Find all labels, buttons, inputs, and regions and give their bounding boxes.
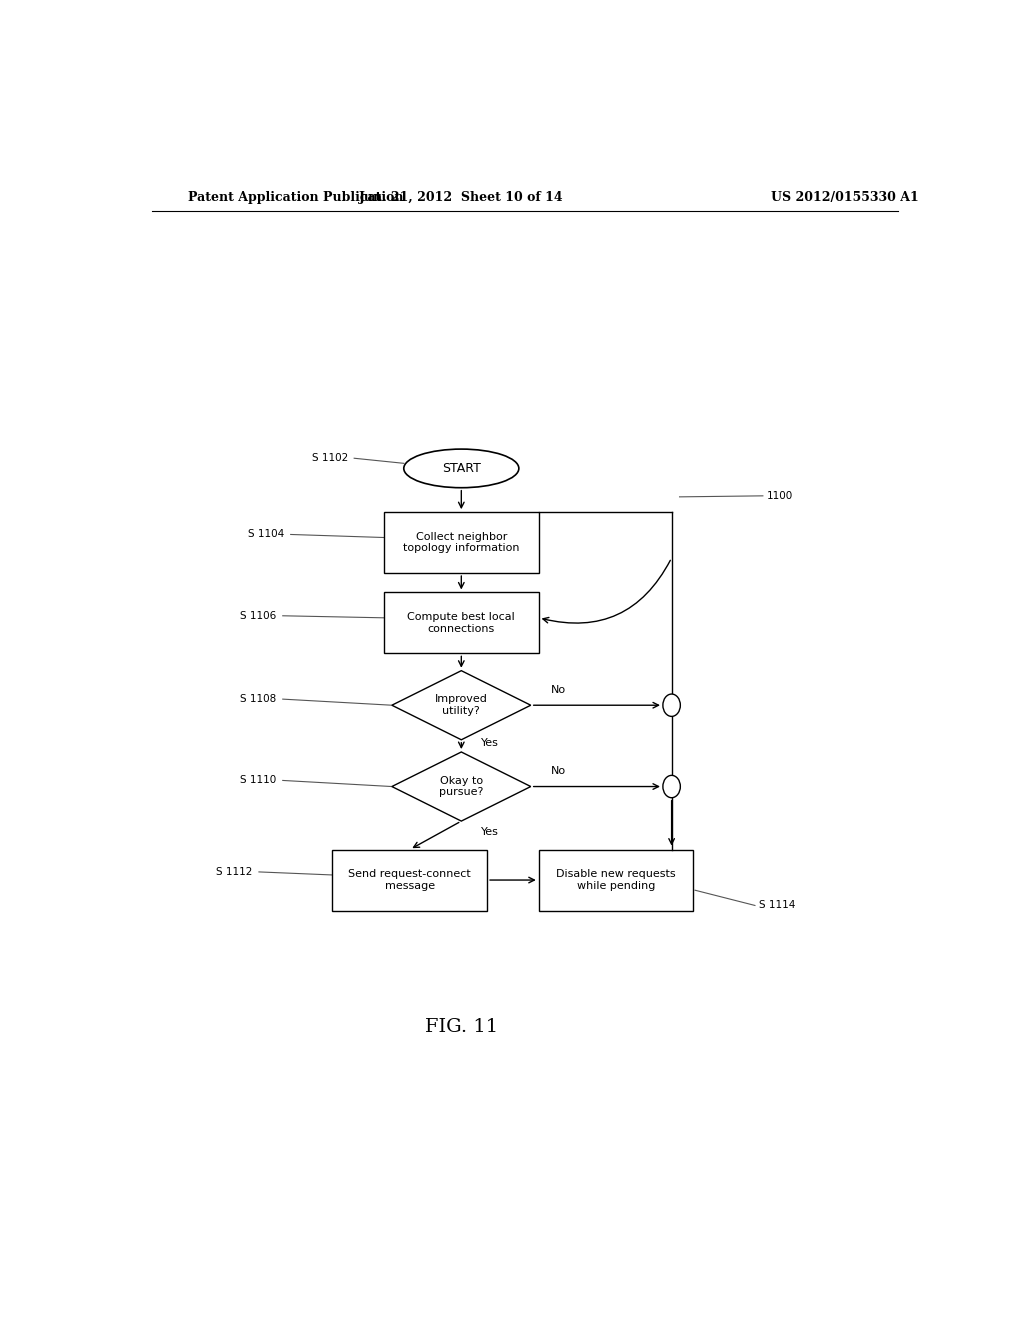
Text: Send request-connect
message: Send request-connect message: [348, 870, 471, 891]
Text: S 1114: S 1114: [759, 900, 796, 911]
Text: S 1108: S 1108: [241, 694, 276, 704]
Text: S 1104: S 1104: [248, 529, 285, 540]
Polygon shape: [392, 752, 530, 821]
Text: FIG. 11: FIG. 11: [425, 1019, 498, 1036]
Text: Yes: Yes: [481, 738, 499, 748]
Text: Collect neighbor
topology information: Collect neighbor topology information: [403, 532, 519, 553]
Text: S 1102: S 1102: [311, 453, 348, 463]
Text: S 1110: S 1110: [241, 775, 276, 785]
Text: START: START: [442, 462, 480, 475]
Text: Okay to
pursue?: Okay to pursue?: [439, 776, 483, 797]
Text: S 1106: S 1106: [241, 611, 276, 620]
Polygon shape: [392, 671, 530, 739]
Text: Compute best local
connections: Compute best local connections: [408, 612, 515, 634]
Text: Jun. 21, 2012  Sheet 10 of 14: Jun. 21, 2012 Sheet 10 of 14: [359, 190, 563, 203]
FancyBboxPatch shape: [539, 850, 693, 911]
Circle shape: [663, 694, 680, 717]
FancyBboxPatch shape: [333, 850, 487, 911]
Text: S 1112: S 1112: [216, 867, 253, 876]
Text: Improved
utility?: Improved utility?: [435, 694, 487, 715]
Text: No: No: [551, 685, 565, 696]
Ellipse shape: [403, 449, 519, 487]
Text: US 2012/0155330 A1: US 2012/0155330 A1: [771, 190, 919, 203]
FancyBboxPatch shape: [384, 512, 539, 573]
Text: No: No: [551, 767, 565, 776]
FancyBboxPatch shape: [384, 593, 539, 653]
Text: 1100: 1100: [767, 491, 794, 500]
Text: Disable new requests
while pending: Disable new requests while pending: [556, 870, 676, 891]
Text: Patent Application Publication: Patent Application Publication: [187, 190, 403, 203]
Text: Yes: Yes: [481, 828, 499, 837]
Circle shape: [663, 775, 680, 797]
